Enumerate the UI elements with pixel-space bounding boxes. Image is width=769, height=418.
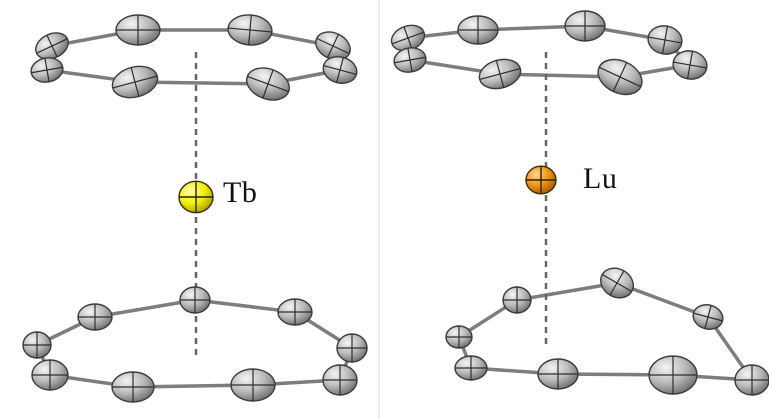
tb-upper-ring-carbon-atom — [30, 57, 64, 83]
lu-lower-ring-carbon-atom — [692, 304, 724, 330]
tb-upper-ring-carbon-atom — [115, 14, 161, 46]
tb-lower-ring-carbon-atom — [77, 303, 113, 331]
lu-lower-ring-bond — [515, 281, 619, 302]
lu-lower-ring-carbon-atom — [648, 355, 698, 395]
tb-lower-ring-carbon-atom — [31, 359, 69, 391]
lu-upper-ring-carbon-atom — [478, 58, 522, 90]
tb-upper-ring-carbon-atom — [227, 14, 273, 46]
tb-upper-ring-carbon-atom — [315, 31, 351, 61]
metal-label-lu: Lu — [583, 162, 618, 195]
panel-tb-complex — [0, 0, 378, 418]
lu-lower-ring-carbon-atom — [599, 267, 635, 299]
lutetium-atom — [525, 165, 557, 195]
terbium-atom — [178, 180, 214, 214]
lu-upper-ring-carbon-atom — [564, 10, 606, 42]
metal-label-tb: Tb — [223, 176, 258, 209]
tb-upper-ring-carbon-atom — [245, 67, 291, 101]
tb-lower-ring-carbon-atom — [111, 371, 155, 403]
lu-lower-ring-carbon-atom — [454, 355, 488, 381]
lu-upper-ring-carbon-atom — [457, 15, 499, 45]
lu-lower-ring-carbon-atom — [445, 325, 473, 349]
lu-upper-ring-carbon-atom — [390, 24, 426, 52]
lu-lower-ring-carbon-atom — [502, 286, 532, 314]
tb-lower-ring-carbon-atom — [230, 368, 276, 402]
lu-upper-ring-carbon-atom — [597, 58, 643, 96]
tb-lower-ring-carbon-atom — [22, 331, 52, 359]
tb-upper-ring-carbon-atom — [35, 32, 69, 60]
lu-upper-ring-carbon-atom — [393, 47, 427, 73]
tb-lower-ring-carbon-atom — [277, 298, 313, 326]
panel-lu-complex — [380, 0, 769, 418]
lu-lower-ring-carbon-atom — [537, 358, 579, 390]
tb-lower-ring-carbon-atom — [322, 364, 358, 396]
tb-lower-ring-carbon-atom — [336, 333, 368, 363]
tb-lower-ring-carbon-atom — [179, 286, 211, 314]
lu-upper-ring-carbon-atom — [647, 25, 683, 55]
tb-upper-ring-carbon-atom — [111, 65, 159, 99]
lu-lower-ring-carbon-atom — [734, 364, 769, 396]
lu-upper-ring-carbon-atom — [672, 50, 708, 80]
panel-divider — [378, 0, 380, 418]
